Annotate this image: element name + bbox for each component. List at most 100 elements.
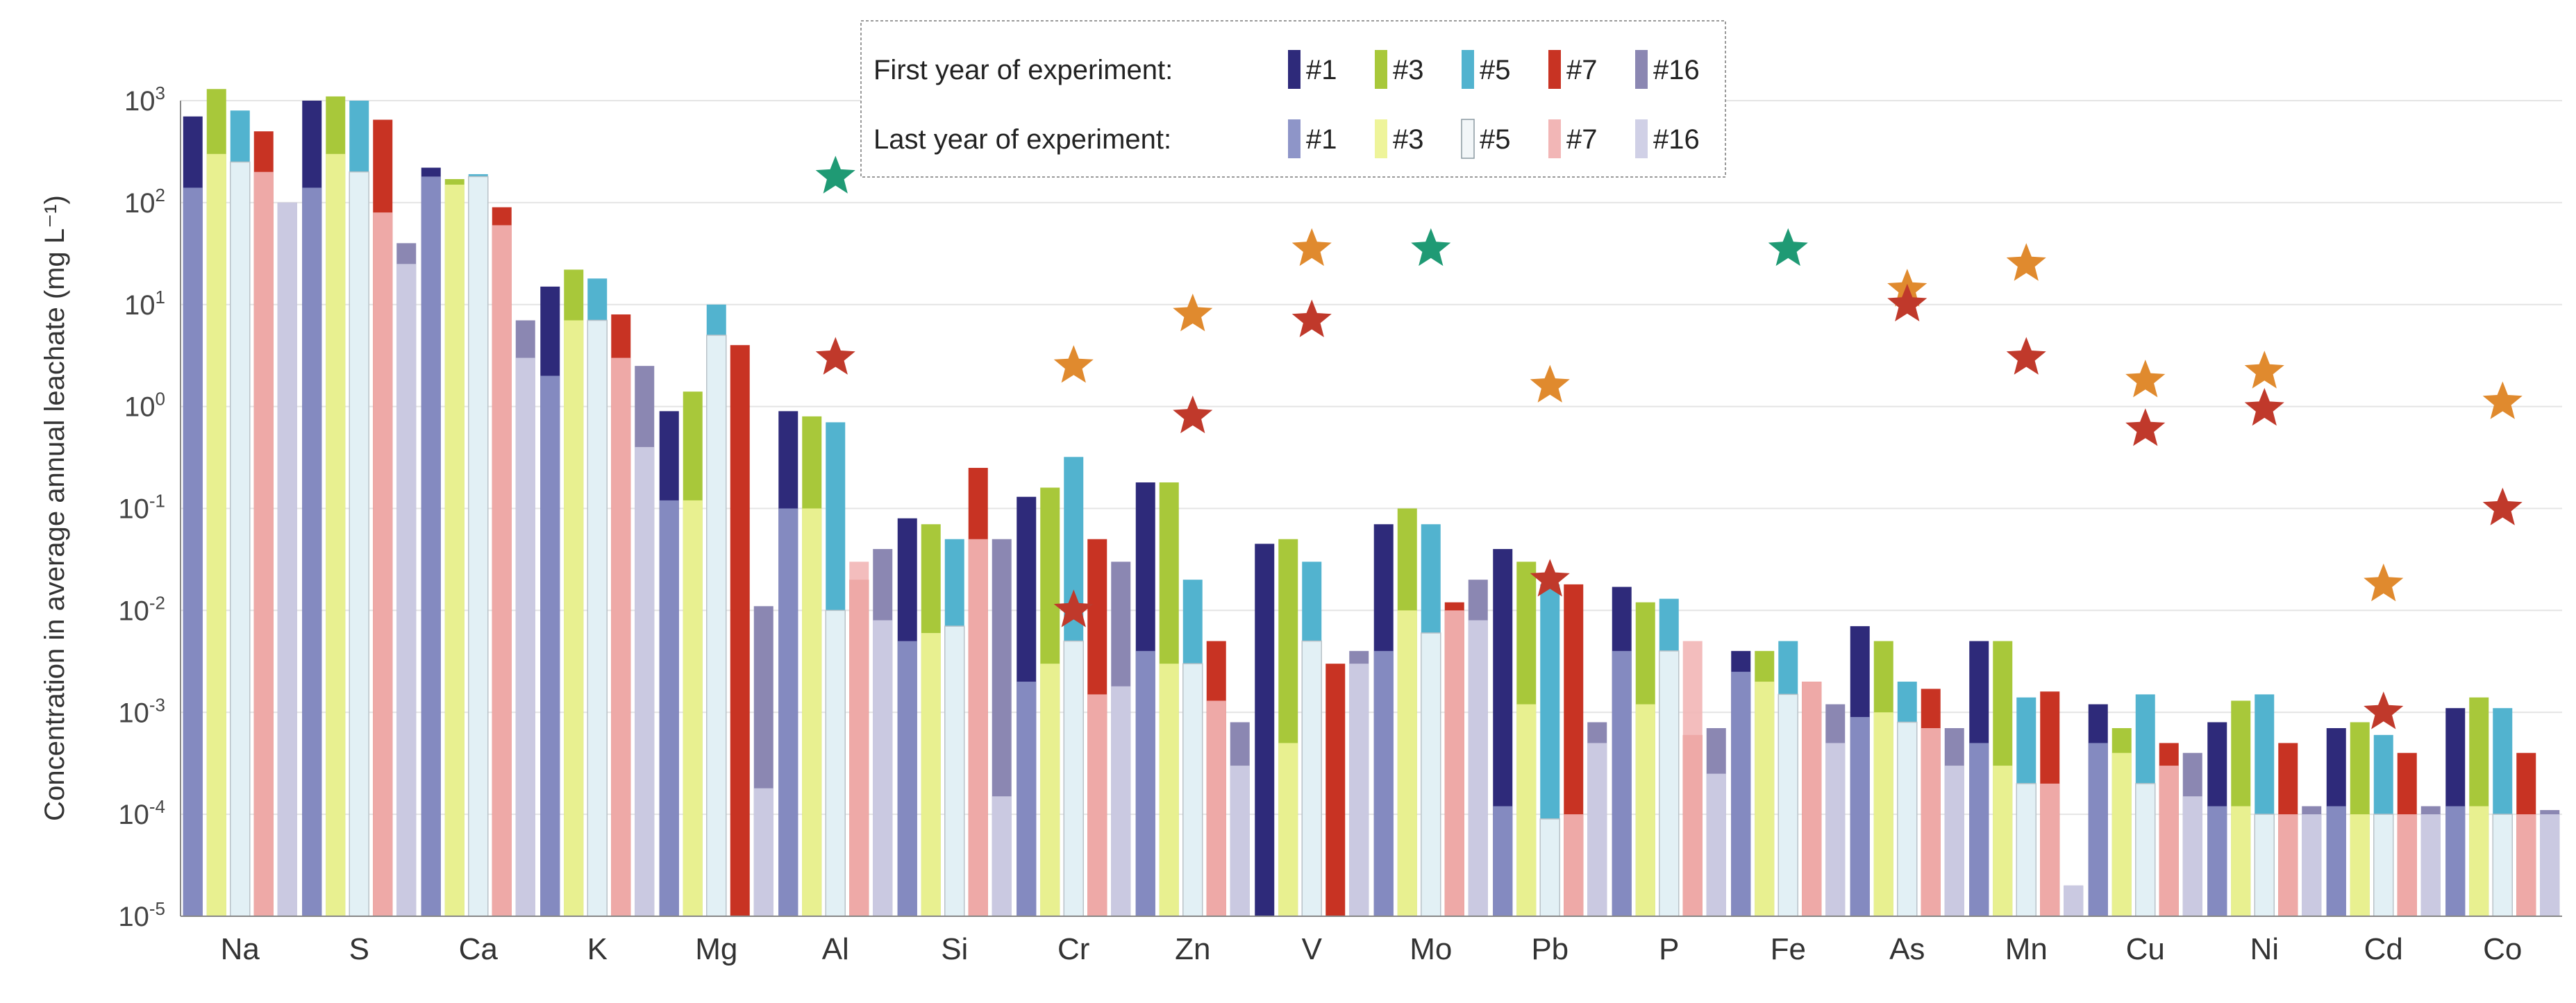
bar-last-year-n16-Mg	[753, 788, 773, 916]
bar-last-year-n7-Cd	[2397, 814, 2417, 916]
legend-swatch	[1288, 119, 1300, 158]
bar-last-year-n5-Fe	[1778, 693, 1798, 917]
bar-last-year-n3-Fe	[1755, 682, 1775, 916]
category-labels: Na S Ca K Mg Al Si Cr Zn V Mo Pb P Fe As Mn Cu Ni Cd Co	[221, 932, 2523, 966]
bar-last-year-n5-Al	[825, 609, 846, 917]
category-label-Cd: Cd	[2364, 932, 2403, 966]
bar-last-year-n3-Mo	[1397, 610, 1417, 916]
y-axis-title: Concentration in average annual leachate…	[40, 195, 70, 821]
legend-series-label: #16	[1653, 124, 1700, 155]
category-label-Mg: Mg	[695, 932, 737, 966]
bar-last-year-n5-Cu	[2135, 783, 2156, 917]
bar-last-year-n7-Na	[253, 171, 274, 916]
y-tick-label: 101	[124, 287, 165, 321]
bar-last-year-n3-Cd	[2350, 814, 2370, 916]
bar-last-year-n16-Co	[2540, 814, 2560, 916]
legend-row-label: First year of experiment:	[873, 55, 1173, 85]
y-tick-label: 10-1	[118, 491, 165, 525]
star-marker-Ni	[2244, 351, 2284, 389]
bar-last-year-n5-Na	[230, 161, 251, 917]
bar-last-year-n1-Ni	[2207, 806, 2227, 916]
bar-last-year-n1-Si	[897, 641, 917, 916]
bar-last-year-n3-Ni	[2231, 806, 2251, 916]
category-label-Si: Si	[941, 932, 968, 966]
y-tick-label: 10-4	[118, 796, 165, 830]
bar-last-year-n5-Cr	[1063, 640, 1084, 917]
bar-first-year-n7-V	[1325, 664, 1346, 916]
legend-series-label: #5	[1480, 55, 1511, 85]
legend-swatch	[1461, 119, 1475, 159]
legend-swatch	[1548, 50, 1561, 89]
star-marker-Co	[2482, 381, 2523, 419]
legend-swatch	[1635, 119, 1648, 158]
bar-last-year-n3-Mg	[683, 500, 703, 916]
bar-last-year-n5-As	[1897, 721, 1918, 917]
bar-last-year-n7-K	[611, 357, 631, 916]
y-tick-label: 100	[124, 389, 165, 423]
star-marker-Mo	[1411, 228, 1451, 267]
legend-swatch	[1462, 50, 1474, 89]
star-marker-Co	[2482, 487, 2523, 525]
star-marker-Cu	[2125, 360, 2166, 398]
legend-row-label: Last year of experiment:	[873, 124, 1171, 155]
bar-last-year-n3-V	[1278, 743, 1298, 916]
category-label-Ni: Ni	[2250, 932, 2279, 966]
bar-last-year-n3-As	[1873, 712, 1893, 916]
gridlines	[181, 100, 2562, 917]
bar-last-year-n5-S	[349, 171, 369, 917]
star-marker-Al	[815, 155, 855, 194]
bar-last-year-n16-Cd	[2420, 814, 2441, 916]
bar-last-year-n1-Co	[2445, 806, 2466, 916]
bar-last-year-n1-Ca	[421, 176, 441, 917]
category-label-Co: Co	[2483, 932, 2522, 966]
bar-last-year-n3-Na	[206, 153, 226, 916]
legend-swatch	[1375, 50, 1387, 89]
star-marker-Pb	[1530, 559, 1570, 597]
bar-last-year-n7-P	[1682, 641, 1703, 916]
bar-last-year-n7-Fe	[1802, 682, 1822, 916]
category-label-Cr: Cr	[1057, 932, 1089, 966]
bar-last-year-n7-Mo	[1444, 610, 1464, 916]
category-label-Mo: Mo	[1410, 932, 1452, 966]
bar-last-year-n1-Cr	[1017, 682, 1037, 916]
bar-last-year-n7-Co	[2516, 814, 2536, 916]
bar-last-year-n1-Mg	[659, 500, 679, 916]
category-label-Mn: Mn	[2005, 932, 2048, 966]
y-tick-label: 10-3	[118, 694, 165, 728]
bar-last-year-n16-Si	[992, 796, 1012, 916]
bar-last-year-n1-Mo	[1373, 650, 1394, 916]
bar-last-year-n7-As	[1921, 728, 1941, 916]
bar-last-year-n3-Ca	[444, 185, 465, 916]
bar-last-year-n16-Al	[873, 620, 893, 916]
bar-last-year-n7-Cu	[2159, 766, 2179, 916]
bar-last-year-n3-Cu	[2111, 752, 2132, 916]
category-label-Na: Na	[221, 932, 260, 966]
category-label-Zn: Zn	[1175, 932, 1210, 966]
bar-last-year-n16-V	[1349, 664, 1369, 916]
y-tick-label: 10-2	[118, 592, 165, 626]
bar-last-year-n7-Zn	[1206, 700, 1226, 916]
bar-last-year-n3-Mn	[1993, 766, 2013, 916]
bar-last-year-n5-Ni	[2254, 814, 2275, 917]
bar-last-year-n5-Pb	[1539, 818, 1560, 917]
bar-last-year-n1-Cd	[2326, 806, 2346, 916]
axes	[180, 101, 2562, 917]
bar-last-year-n5-Cd	[2373, 814, 2394, 917]
star-marker-Cr	[1053, 345, 1094, 383]
bar-last-year-n5-Mo	[1421, 632, 1441, 917]
star-marker-Pb	[1530, 364, 1570, 403]
star-marker-V	[1291, 299, 1332, 337]
category-label-K: K	[587, 932, 608, 966]
bar-last-year-n16-Cr	[1111, 686, 1131, 916]
bar-last-year-n3-Zn	[1159, 664, 1179, 916]
bar-last-year-n5-Ca	[468, 176, 489, 917]
bar-last-year-n5-V	[1301, 640, 1322, 917]
star-marker-Cu	[2125, 408, 2166, 446]
legend-series-label: #1	[1306, 55, 1337, 85]
bar-last-year-n7-Pb	[1564, 814, 1584, 916]
category-label-Ca: Ca	[459, 932, 499, 966]
bar-last-year-n1-Cu	[2088, 743, 2108, 916]
bar-last-year-n1-K	[540, 376, 560, 916]
star-marker-Cd	[2364, 563, 2404, 602]
